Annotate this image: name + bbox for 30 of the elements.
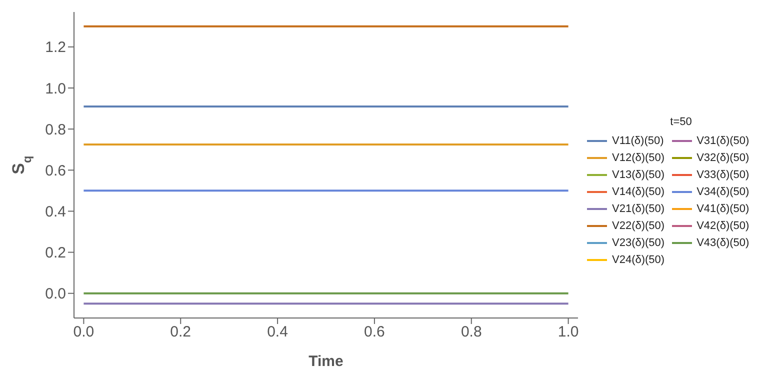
x-tick-label: 0.6 [364, 324, 385, 341]
y-tick-label: 1.2 [45, 39, 66, 56]
y-tick-label: 0.0 [45, 286, 66, 303]
legend-label: V31(δ)(50) [696, 134, 750, 146]
legend-label: V34(δ)(50) [696, 186, 750, 198]
legend-label: V32(δ)(50) [696, 152, 750, 164]
x-axis-title: Time [308, 353, 344, 370]
legend-label: V43(δ)(50) [696, 236, 750, 248]
x-tick-label: 0.4 [267, 324, 288, 341]
legend-label: V13(δ)(50) [612, 168, 665, 180]
x-tick-label: 0.2 [170, 324, 192, 341]
legend-label: V11(δ)(50) [612, 134, 664, 146]
legend-label: V22(δ)(50) [612, 220, 665, 232]
legend-label: V12(δ)(50) [612, 152, 665, 164]
legend-title: t=50 [669, 116, 693, 128]
x-tick-label: 0.8 [460, 324, 482, 341]
y-tick-label: 0.8 [45, 121, 66, 138]
legend-label: V33(δ)(50) [696, 168, 750, 180]
legend-label: V42(δ)(50) [696, 220, 750, 232]
legend-label: V41(δ)(50) [696, 202, 750, 214]
y-tick-label: 0.2 [45, 244, 66, 262]
legend-label: V14(δ)(50) [612, 186, 665, 198]
legend-label: V23(δ)(50) [612, 236, 665, 248]
x-tick-label: 0.0 [73, 324, 94, 341]
legend-label: V21(δ)(50) [612, 202, 665, 214]
y-tick-label: 1.0 [45, 80, 66, 98]
y-tick-label: 0.6 [45, 162, 66, 180]
legend-label: V24(δ)(50) [612, 254, 665, 266]
y-tick-label: 0.4 [45, 204, 66, 221]
x-tick-label: 1.0 [558, 324, 579, 341]
